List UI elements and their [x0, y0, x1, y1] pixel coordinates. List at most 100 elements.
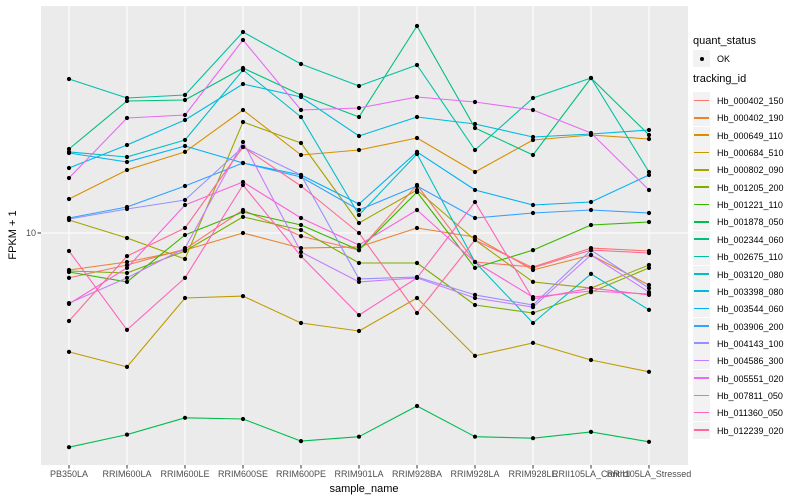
legend-title-quant-status: quant_status — [693, 35, 756, 47]
data-point-Hb_001205_200-RRIM600LE — [182, 248, 188, 254]
data-point-Hb_000402_150-RRIM600LA — [124, 262, 130, 268]
legend-key-box — [693, 126, 710, 144]
data-point-Hb_002344_060-RRIM600LA — [124, 98, 130, 104]
data-point-Hb_003120_080-RRIM600PE — [298, 114, 304, 120]
data-point-Hb_012239_020-RRII105LA_Control — [588, 248, 594, 253]
data-point-Hb_002675_110-RRIM600SE — [240, 29, 246, 35]
data-point-Hb_003120_080-RRII105LA_Control — [588, 271, 594, 276]
data-point-Hb_002344_060-RRII105LA_Stressed — [646, 132, 652, 138]
legend-key-box — [693, 144, 710, 162]
data-point-Hb_001221_110-PB350LA — [66, 269, 72, 275]
data-point-Hb_003398_080-RRIM600PE — [298, 94, 304, 100]
data-point-Hb_003398_080-RRIM928BA — [414, 114, 420, 120]
data-point-Hb_000802_090-RRIM600SE — [240, 119, 246, 125]
data-point-Hb_000684_510-RRIM928LE — [530, 340, 536, 345]
data-point-Hb_000684_510-PB350LA — [66, 349, 72, 354]
y-tick-label: 10 — [25, 228, 36, 238]
data-point-Hb_003544_060-RRIM600LA — [124, 159, 130, 165]
legend-key-line-icon — [694, 255, 709, 258]
data-point-Hb_007811_050-RRIM928LA — [472, 259, 478, 265]
data-point-Hb_003544_060-RRIM901LA — [356, 201, 362, 207]
data-point-Hb_003906_200-RRII105LA_Stressed — [646, 210, 652, 216]
legend-title-tracking-id: tracking_id — [693, 73, 747, 85]
data-point-Hb_000802_090-RRIM600LA — [124, 235, 130, 241]
data-point-Hb_000802_090-RRIM600LE — [182, 256, 188, 262]
data-point-Hb_004586_300-RRIM928LE — [530, 305, 536, 310]
data-point-Hb_001878_050-RRIM600PE — [298, 439, 304, 444]
data-point-Hb_001205_200-RRIM600PE — [298, 227, 304, 233]
legend-entry-label: Hb_000684_510 — [717, 148, 784, 159]
data-point-Hb_004143_100-RRIM600LE — [182, 197, 188, 203]
data-point-Hb_011360_050-RRIM600SE — [240, 182, 246, 188]
data-point-Hb_003906_200-RRIM901LA — [356, 207, 362, 213]
data-point-Hb_003544_060-RRIM928LA — [472, 187, 478, 193]
data-point-Hb_003398_080-RRIM600LE — [182, 117, 188, 123]
data-point-Hb_007811_050-RRII105LA_Control — [588, 288, 594, 294]
legend-key-line-icon — [694, 411, 709, 414]
data-point-Hb_002344_060-RRIM901LA — [356, 114, 362, 120]
data-point-Hb_003544_060-RRII105LA_Stressed — [646, 172, 652, 178]
legend-key-line-icon — [694, 377, 709, 379]
data-point-Hb_000649_110-RRIM928BA — [414, 135, 420, 141]
data-point-Hb_011360_050-PB350LA — [66, 248, 72, 254]
legend-key-box — [693, 265, 710, 283]
legend-key-line-icon — [694, 394, 709, 397]
data-point-Hb_002344_060-RRIM928LA — [472, 125, 478, 131]
legend-entry-label: Hb_003544_060 — [717, 304, 784, 315]
legend-key-line-icon — [694, 238, 709, 240]
data-point-Hb_001878_050-RRIM928LA — [472, 434, 478, 439]
x-axis-title: sample_name — [329, 483, 399, 495]
data-point-Hb_000802_090-RRII105LA_Stressed — [646, 262, 652, 268]
legend-entry-label: Hb_000649_110 — [717, 130, 783, 141]
data-point-Hb_011360_050-RRIM600PE — [298, 254, 304, 259]
data-point-Hb_003544_060-RRIM928LE — [530, 202, 536, 208]
legend-entry-label: Hb_001878_050 — [717, 217, 784, 228]
data-point-Hb_003398_080-RRIM901LA — [356, 133, 362, 139]
data-point-Hb_005551_020-RRIM600LE — [182, 112, 188, 118]
data-point-Hb_000684_510-RRIM600SE — [240, 294, 246, 299]
data-point-Hb_001878_050-RRIM928LE — [530, 436, 536, 441]
data-point-Hb_000649_110-RRIM928LE — [530, 137, 536, 143]
legend-key-box — [693, 404, 710, 422]
data-point-Hb_002344_060-RRIM928LE — [530, 152, 536, 158]
x-tick-label-5: RRIM901LA — [334, 469, 384, 479]
data-point-Hb_000402_190-RRII105LA_Stressed — [646, 282, 652, 288]
data-point-Hb_002675_110-RRIM600LA — [124, 95, 130, 101]
data-point-Hb_012239_020-RRIM600PE — [298, 183, 304, 189]
data-point-Hb_012239_020-RRIM600SE — [240, 144, 246, 150]
data-point-Hb_011360_050-RRIM928LA — [472, 199, 478, 205]
data-point-Hb_005551_020-PB350LA — [66, 175, 72, 181]
data-point-Hb_003120_080-RRIM600LA — [124, 154, 130, 160]
legend-entry-label: Hb_002344_060 — [717, 234, 784, 245]
data-point-Hb_012239_020-RRIM928LE — [530, 265, 536, 270]
data-point-Hb_000649_110-RRII105LA_Stressed — [646, 136, 652, 142]
legend-key-box — [693, 317, 710, 335]
legend-key-box — [693, 161, 710, 179]
data-point-Hb_000684_510-RRII105LA_Stressed — [646, 369, 652, 374]
data-point-Hb_004586_300-RRIM928LA — [472, 295, 478, 301]
legend-key-line-icon — [694, 116, 709, 119]
data-point-Hb_004143_100-RRIM901LA — [356, 276, 362, 281]
legend-key-box — [693, 92, 710, 109]
legend-entry-label: Hb_003906_200 — [717, 321, 784, 332]
data-point-Hb_011360_050-RRIM928LE — [530, 296, 536, 302]
data-point-Hb_000684_510-RRIM600PE — [298, 320, 304, 326]
legend-key-box — [693, 230, 710, 248]
data-point-Hb_000402_150-PB350LA — [66, 275, 72, 280]
data-point-Hb_005551_020-RRIM600LA — [124, 115, 130, 121]
data-point-Hb_000649_110-RRIM600LA — [124, 167, 130, 173]
data-point-Hb_011360_050-RRIM600LA — [124, 327, 130, 332]
data-point-Hb_000402_190-RRIM600PE — [298, 246, 304, 251]
panel-background — [41, 6, 688, 465]
legend-key-line-icon — [694, 203, 709, 206]
data-point-Hb_004586_300-RRIM600SE — [240, 139, 246, 145]
legend-entry-label: Hb_003398_080 — [717, 286, 784, 297]
x-tick-label-0: PB350LA — [49, 469, 89, 479]
data-point-Hb_000402_190-RRIM600SE — [240, 230, 246, 236]
data-point-Hb_001878_050-RRIM600LE — [182, 415, 188, 420]
legend-entry-label: Hb_011360_050 — [717, 408, 783, 419]
data-point-Hb_003906_200-RRIM928LA — [472, 215, 478, 221]
data-point-Hb_004143_100-RRIM928LA — [472, 292, 478, 297]
data-point-Hb_003120_080-RRII105LA_Stressed — [646, 307, 652, 312]
